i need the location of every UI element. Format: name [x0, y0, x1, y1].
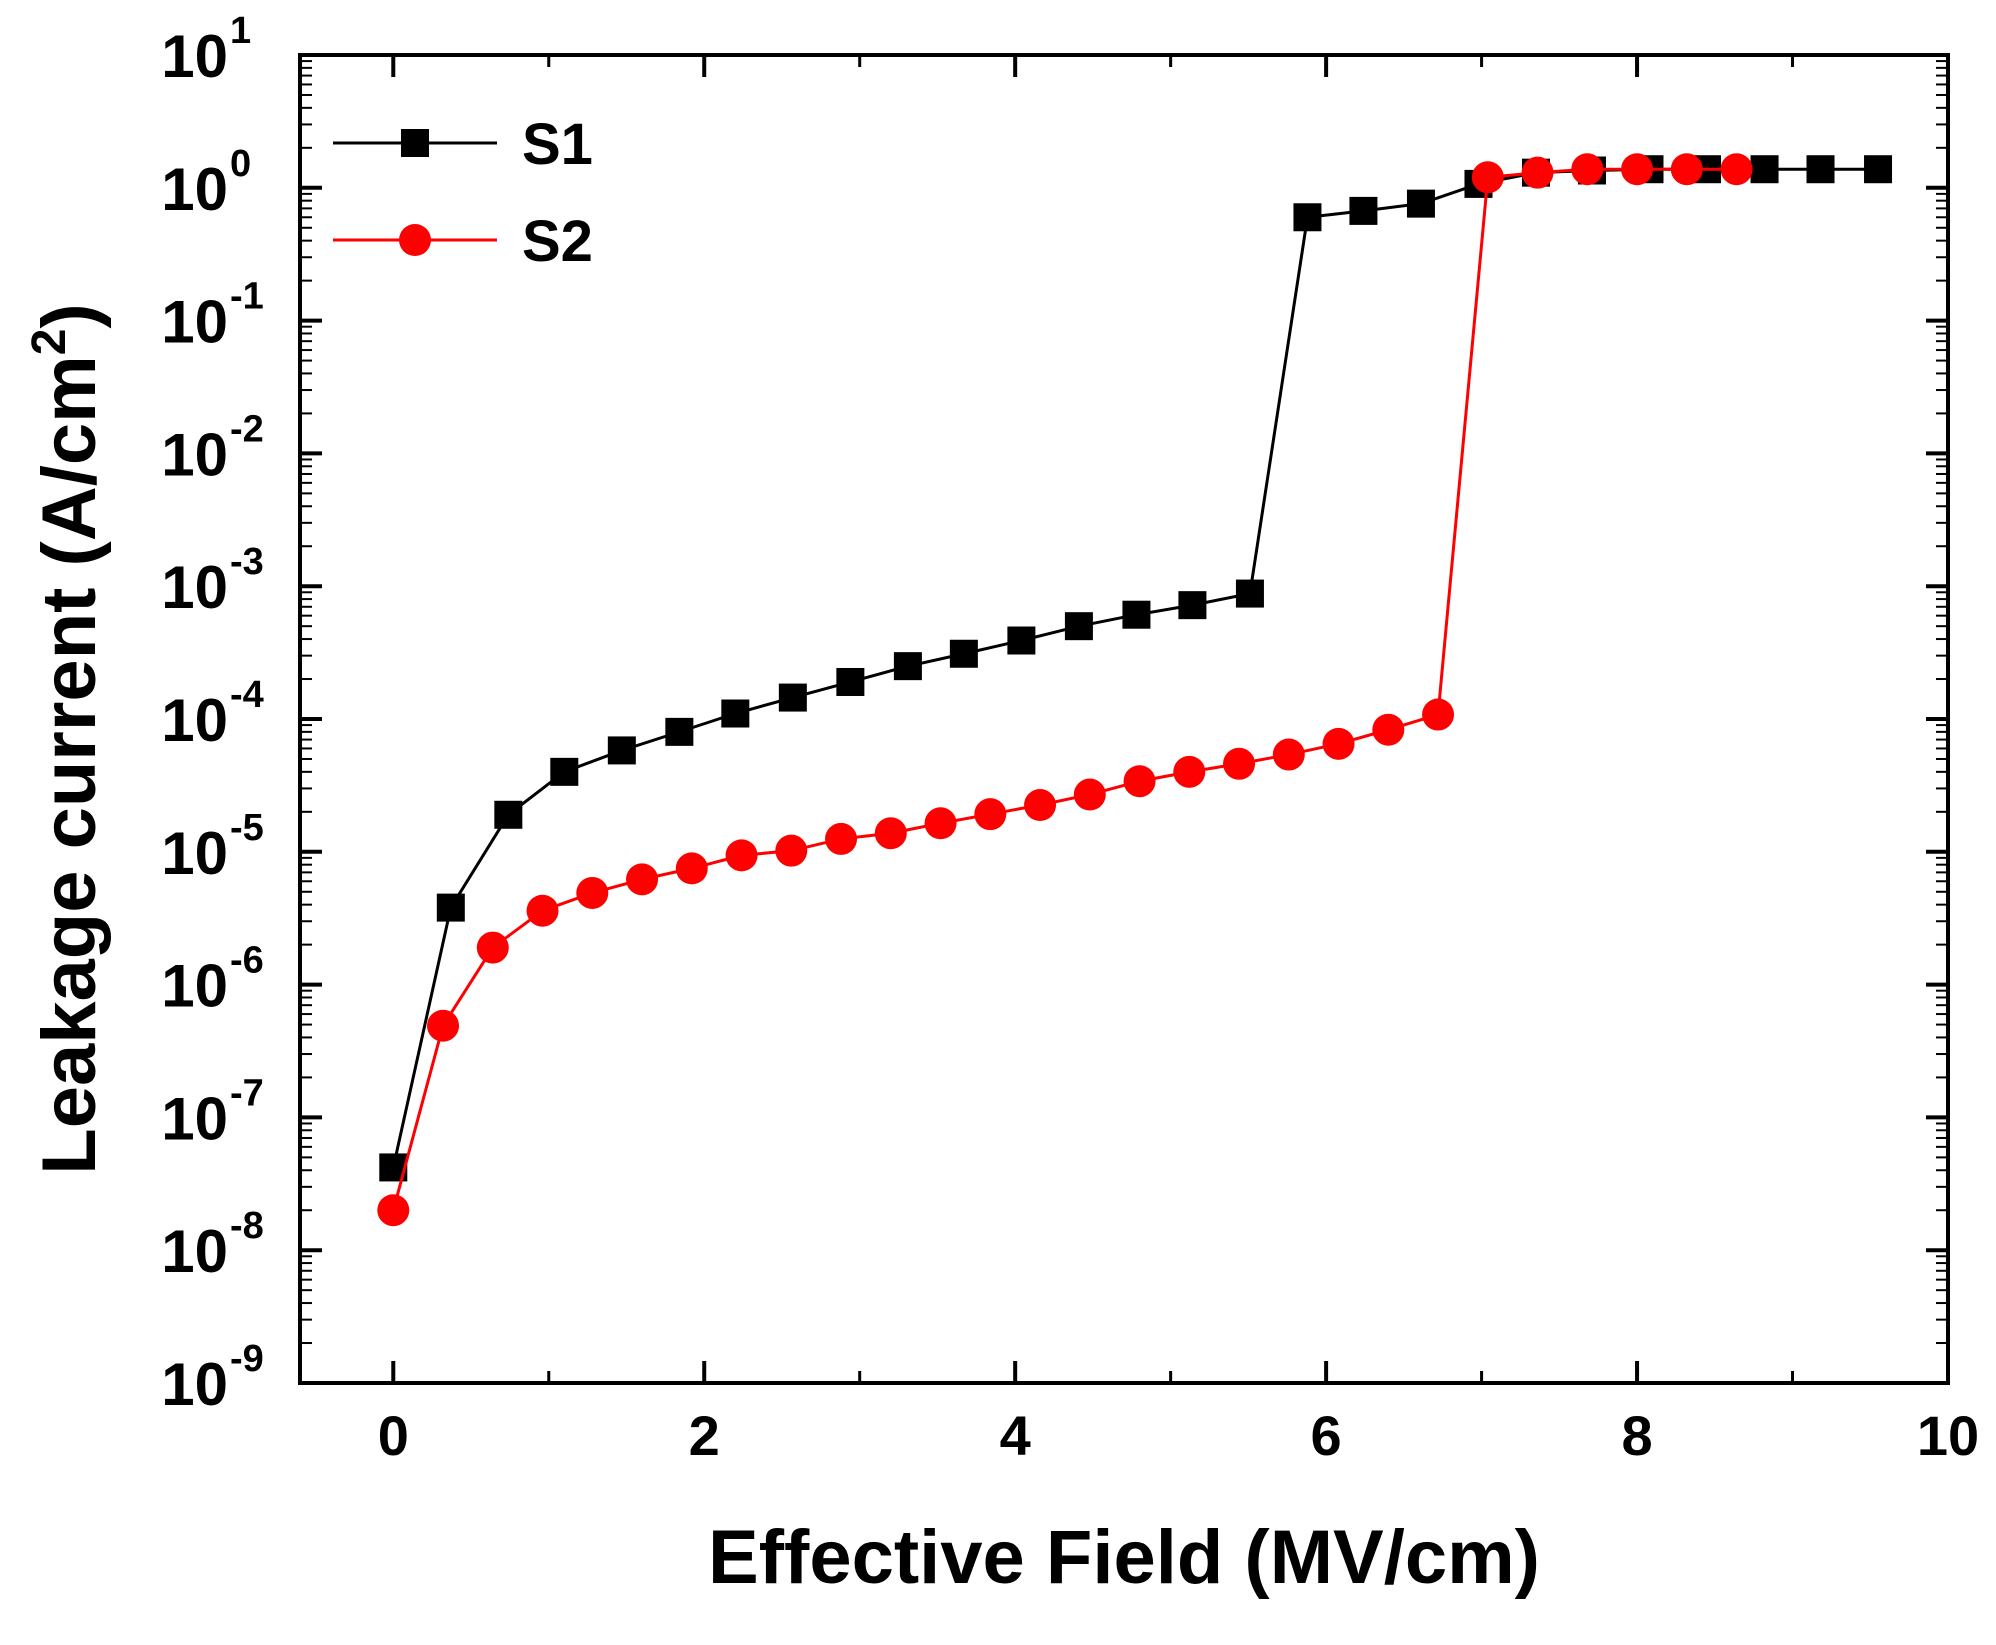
data-point-s1 — [1750, 155, 1779, 184]
data-point-s2 — [1372, 713, 1405, 746]
x-tick-label: 10 — [1917, 1404, 1979, 1467]
data-point-s2 — [526, 894, 559, 927]
legend-marker-s1 — [401, 129, 429, 157]
data-point-s1 — [607, 736, 636, 765]
y-tick-label: 10 — [161, 1218, 228, 1285]
x-tick-label: 0 — [378, 1404, 409, 1467]
data-point-s1 — [665, 717, 694, 746]
data-point-s2 — [1223, 747, 1256, 780]
data-point-s2 — [476, 931, 509, 964]
data-point-s1 — [1349, 196, 1378, 225]
y-tick-label: 10 — [161, 554, 228, 621]
data-point-s2 — [1621, 153, 1654, 186]
data-point-s1 — [778, 683, 807, 712]
data-point-s2 — [675, 852, 708, 885]
data-point-s2 — [626, 863, 659, 896]
legend-marker-s2 — [399, 224, 431, 256]
data-point-s2 — [1073, 778, 1106, 811]
y-tick-label: 10 — [161, 421, 228, 488]
data-point-s2 — [1422, 698, 1455, 731]
y-tick-label: 10 — [161, 820, 228, 887]
y-tick-label-exponent: -5 — [230, 807, 264, 849]
x-tick-label: 8 — [1621, 1404, 1652, 1467]
y-tick-label-exponent: -6 — [230, 940, 264, 982]
y-tick-label: 10 — [161, 1351, 228, 1418]
x-tick-label: 6 — [1311, 1404, 1342, 1467]
data-point-s1 — [1864, 155, 1893, 184]
data-point-s2 — [1720, 153, 1753, 186]
series-layer — [377, 153, 1893, 1227]
y-tick-label: 10 — [161, 156, 228, 223]
data-point-s1 — [1235, 579, 1264, 608]
data-point-s2 — [576, 876, 609, 909]
y-tick-label: 10 — [161, 953, 228, 1020]
data-point-s1 — [1007, 626, 1036, 655]
y-tick-label-exponent: -2 — [230, 408, 264, 450]
series-line-s1 — [391, 167, 1879, 1168]
data-point-s2 — [874, 817, 907, 850]
x-axis-label: Effective Field (MV/cm) — [708, 1515, 1540, 1600]
y-axis-label-suffix: ) — [27, 303, 112, 328]
y-tick-label: 10 — [161, 23, 228, 90]
data-point-s2 — [1272, 738, 1305, 771]
data-point-s1 — [1293, 203, 1322, 232]
y-axis-label-superscript: 2 — [23, 329, 76, 356]
legend-label-s2: S2 — [522, 209, 593, 274]
data-point-s1 — [1406, 189, 1435, 218]
data-point-s1 — [949, 639, 978, 668]
data-point-s1 — [836, 667, 865, 696]
data-point-s1 — [1806, 155, 1835, 184]
y-axis-label-main: Leakage current (A/cm — [27, 355, 112, 1174]
series-line-s2 — [391, 167, 1737, 1211]
y-tick-label-exponent: 1 — [230, 10, 251, 52]
y-tick-label: 10 — [161, 289, 228, 356]
data-point-s2 — [725, 839, 758, 872]
data-point-s2 — [924, 807, 957, 840]
data-point-s2 — [1123, 765, 1156, 798]
data-point-s1 — [550, 757, 579, 786]
data-point-s1 — [436, 893, 465, 922]
data-point-s2 — [427, 1009, 460, 1042]
data-point-s1 — [1122, 600, 1151, 629]
y-tick-label: 10 — [161, 687, 228, 754]
x-tick-label: 4 — [1000, 1404, 1031, 1467]
data-point-s1 — [1178, 591, 1207, 620]
data-point-s2 — [1173, 755, 1206, 788]
data-point-s1 — [1064, 612, 1093, 641]
y-tick-label-exponent: -7 — [230, 1072, 264, 1114]
y-tick-label-exponent: 0 — [230, 143, 251, 185]
y-tick-label-exponent: -1 — [230, 276, 264, 318]
y-tick-label-exponent: -3 — [230, 541, 264, 583]
y-tick-label-exponent: -4 — [230, 674, 264, 716]
data-point-s2 — [1521, 156, 1554, 189]
axis-labels-layer: Effective Field (MV/cm) Leakage current (… — [23, 303, 1540, 1600]
data-point-s2 — [377, 1194, 410, 1227]
data-point-s2 — [1322, 727, 1355, 760]
data-point-s1 — [893, 652, 922, 681]
data-point-s2 — [1670, 153, 1703, 186]
y-tick-label-exponent: -8 — [230, 1205, 264, 1247]
legend-label-s1: S1 — [522, 112, 593, 177]
data-point-s2 — [825, 822, 858, 855]
y-tick-label: 10 — [161, 1085, 228, 1152]
data-point-s2 — [1471, 161, 1504, 194]
data-point-s2 — [974, 798, 1007, 831]
data-point-s2 — [775, 834, 808, 867]
y-axis-label: Leakage current (A/cm2) — [23, 303, 112, 1174]
data-point-s2 — [1571, 153, 1604, 186]
data-point-s1 — [721, 699, 750, 728]
x-tick-label: 2 — [689, 1404, 720, 1467]
data-point-s2 — [1024, 789, 1057, 822]
data-point-s1 — [494, 800, 523, 829]
y-tick-label-exponent: -9 — [230, 1338, 264, 1380]
